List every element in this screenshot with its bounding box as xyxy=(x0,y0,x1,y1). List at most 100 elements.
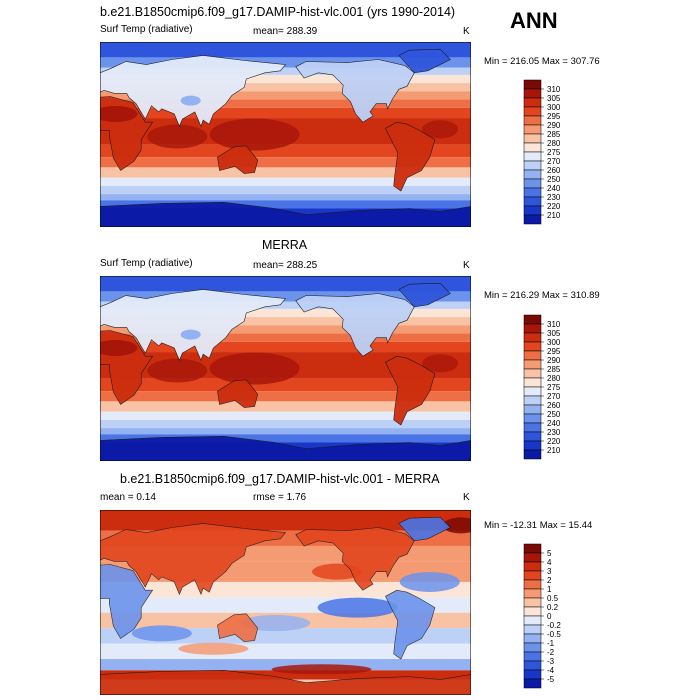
temperature-band xyxy=(100,378,471,392)
difference-anomaly xyxy=(271,664,372,675)
continent-eurasia xyxy=(100,55,287,128)
colorbar-box xyxy=(523,359,542,370)
colorbar-label: 5 xyxy=(547,549,552,558)
colorbar-box xyxy=(523,332,542,343)
tibet-plateau xyxy=(180,329,201,340)
colorbar-label: -1 xyxy=(547,639,555,648)
continent-antarctica xyxy=(100,201,471,227)
difference-band xyxy=(100,643,471,660)
continent-greenland xyxy=(398,282,451,308)
colorbar-label: 270 xyxy=(547,157,561,166)
panel2-title: MERRA xyxy=(262,238,308,252)
colorbar-label: 2 xyxy=(547,576,552,585)
difference-anomaly xyxy=(240,615,311,632)
colorbar-box xyxy=(523,124,542,135)
temperature-band xyxy=(100,57,471,68)
warm-pool xyxy=(209,352,300,385)
temperature-band xyxy=(100,333,471,342)
colorbar-label: 240 xyxy=(547,184,561,193)
colorbar-box xyxy=(523,386,542,397)
colorbar-box xyxy=(523,422,542,433)
temperature-band xyxy=(100,99,471,108)
warm-pool xyxy=(422,120,459,139)
colorbar-label: 285 xyxy=(547,365,561,374)
difference-anomaly xyxy=(131,625,192,642)
colorbar-label: 0 xyxy=(547,612,552,621)
continent-antarctica xyxy=(100,669,471,695)
colorbar-box xyxy=(523,579,542,590)
tibet-plateau xyxy=(180,95,201,106)
colorbar-box xyxy=(523,350,542,361)
colorbar-box xyxy=(523,624,542,635)
colorbar-label: 210 xyxy=(547,446,561,455)
colorbar-box xyxy=(523,178,542,189)
colorbar-label: 290 xyxy=(547,356,561,365)
temperature-band xyxy=(100,107,471,119)
temperature-band xyxy=(100,317,471,326)
colorbar-label: 275 xyxy=(547,148,561,157)
temperature-band xyxy=(100,276,471,292)
colorbar-box xyxy=(523,160,542,171)
colorbar-label: 230 xyxy=(547,193,561,202)
temperature-band xyxy=(100,325,471,334)
temperature-band xyxy=(100,91,471,100)
colorbar-label: 0.2 xyxy=(547,603,559,612)
continent-antarctica xyxy=(100,435,471,461)
difference-anomaly xyxy=(399,571,460,592)
colorbar-box xyxy=(523,205,542,216)
panel2-left-label: Surf Temp (radiative) xyxy=(100,258,193,269)
sahara xyxy=(100,339,138,356)
panel3-range-text: Min = -12.31 Max = 15.44 xyxy=(484,520,593,531)
difference-anomaly xyxy=(178,642,249,655)
colorbar-box xyxy=(523,187,542,198)
temperature-band xyxy=(100,194,471,201)
warm-pool xyxy=(147,124,208,149)
colorbar-label: 3 xyxy=(547,567,552,576)
colorbar-box xyxy=(523,552,542,563)
colorbar-box xyxy=(523,106,542,117)
colorbar-box xyxy=(523,431,542,442)
difference-band xyxy=(100,581,471,598)
panel2-mean-label: mean= 288.25 xyxy=(253,260,318,271)
temperature-band xyxy=(100,144,471,158)
colorbar-box xyxy=(523,561,542,572)
colorbar-label: 4 xyxy=(547,558,552,567)
temperature-band xyxy=(100,83,471,92)
colorbar-label: -5 xyxy=(547,675,555,684)
colorbar-box xyxy=(523,669,542,680)
panel1-left-label: Surf Temp (radiative) xyxy=(100,24,193,35)
colorbar-label: 300 xyxy=(547,338,561,347)
colorbar-label: -2 xyxy=(547,648,555,657)
temperature-band xyxy=(100,177,471,186)
panel2-map xyxy=(100,276,471,461)
temperature-band xyxy=(100,341,471,353)
colorbar-box xyxy=(523,79,542,90)
colorbar-box xyxy=(523,196,542,207)
colorbar-box xyxy=(523,606,542,617)
panel3-units: K xyxy=(463,492,470,503)
colorbar-box xyxy=(523,151,542,162)
colorbar-label: 280 xyxy=(547,374,561,383)
continent-eurasia xyxy=(100,289,287,362)
colorbar-box xyxy=(523,169,542,180)
continent-samerica xyxy=(385,121,436,192)
colorbar-box xyxy=(523,597,542,608)
panel1-map xyxy=(100,42,471,227)
difference-band xyxy=(100,628,471,644)
panel3-title: b.e21.B1850cmip6.f09_g17.DAMIP-hist-vlc.… xyxy=(120,472,440,486)
colorbar-box xyxy=(523,651,542,662)
warm-pool xyxy=(147,358,208,383)
temperature-band xyxy=(100,411,471,420)
temperature-band xyxy=(100,428,471,435)
colorbar-box xyxy=(523,449,542,460)
colorbar-box xyxy=(523,323,542,334)
continent-australia xyxy=(217,613,259,642)
colorbar-label: 0.5 xyxy=(547,594,559,603)
colorbar-box xyxy=(523,341,542,352)
colorbar-label: 260 xyxy=(547,166,561,175)
colorbar-box xyxy=(523,633,542,644)
panel3-rmse-label: rmse = 1.76 xyxy=(253,492,307,503)
colorbar-label: 250 xyxy=(547,175,561,184)
continent-samerica xyxy=(385,355,436,426)
colorbar-label: -3 xyxy=(547,657,555,666)
